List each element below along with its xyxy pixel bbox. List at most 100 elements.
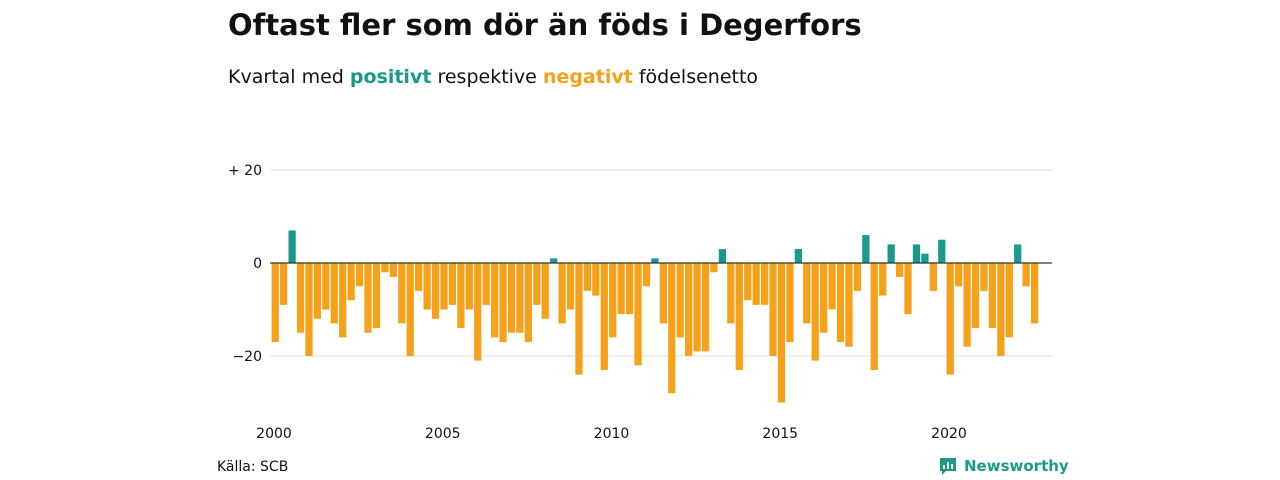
bar	[364, 263, 372, 333]
bar	[271, 263, 279, 343]
bar	[744, 263, 752, 301]
bar	[507, 263, 516, 333]
y-axis-labels: + 20 0 −20	[228, 163, 262, 365]
bar	[322, 263, 330, 310]
bar	[617, 263, 625, 315]
bar	[625, 263, 634, 315]
bar	[474, 263, 482, 361]
bar	[381, 263, 389, 273]
bar	[440, 263, 448, 310]
bar	[718, 249, 727, 263]
chart-subtitle: Kvartal med positivt respektive negativt…	[228, 66, 758, 88]
bar	[676, 263, 684, 338]
bar	[777, 263, 786, 403]
subtitle-text-3: födelsenetto	[632, 66, 759, 88]
chart-title: Oftast fler som dör än föds i Degerfors	[228, 8, 862, 42]
bar	[465, 263, 473, 310]
bar	[288, 230, 296, 263]
bar	[339, 263, 347, 338]
bar	[685, 263, 693, 356]
bar	[693, 263, 701, 352]
bar	[296, 263, 305, 333]
bar	[710, 263, 718, 273]
bar	[566, 263, 575, 310]
subtitle-text-1: Kvartal med	[228, 66, 350, 88]
bar	[406, 263, 414, 356]
gridlines	[270, 169, 1052, 357]
bar	[971, 263, 980, 329]
subtitle-positive-label: positivt	[349, 66, 432, 88]
bar	[803, 263, 811, 324]
bar	[668, 263, 676, 394]
bar	[887, 244, 895, 263]
y-tick-label: + 20	[228, 163, 262, 179]
bar	[828, 263, 836, 310]
bar	[955, 263, 963, 287]
bar	[642, 263, 651, 287]
bar	[490, 263, 499, 338]
bar	[634, 263, 642, 366]
bar	[423, 263, 431, 310]
bar	[313, 263, 322, 319]
newsworthy-icon	[940, 458, 956, 475]
x-tick-label: 2010	[594, 426, 630, 442]
bar	[963, 263, 971, 347]
bar	[870, 263, 878, 370]
bar	[811, 263, 819, 361]
bar	[879, 263, 887, 296]
bar	[1005, 263, 1013, 338]
bar	[651, 258, 659, 263]
bar	[929, 263, 937, 291]
bar	[575, 263, 583, 375]
bar	[499, 263, 507, 343]
bar	[609, 263, 617, 338]
bar	[550, 258, 558, 263]
bar	[904, 263, 912, 315]
x-tick-label: 2015	[762, 426, 798, 442]
bar	[752, 263, 760, 305]
bar	[516, 263, 524, 333]
bar	[1030, 263, 1039, 324]
bar	[845, 263, 853, 347]
bar	[701, 263, 710, 352]
bar	[659, 263, 667, 324]
x-axis-labels: 2000 2005 2010 2015 2020	[256, 426, 967, 442]
bars	[271, 230, 1039, 403]
bar	[398, 263, 406, 324]
y-tick-label: −20	[232, 349, 262, 365]
bar	[727, 263, 735, 324]
bar	[938, 239, 946, 263]
x-tick-label: 2005	[425, 426, 461, 442]
bar	[862, 235, 870, 263]
bar	[794, 249, 802, 263]
bar	[280, 263, 288, 305]
bar	[541, 263, 549, 319]
y-tick-label: 0	[253, 256, 262, 272]
x-tick-label: 2000	[256, 426, 292, 442]
bar	[997, 263, 1005, 356]
bar	[533, 263, 541, 305]
bar	[482, 263, 490, 305]
bar	[946, 263, 954, 375]
bar	[921, 253, 929, 263]
bar	[820, 263, 828, 333]
bar	[347, 263, 355, 301]
brand-name: Newsworthy	[964, 457, 1069, 475]
bar	[389, 263, 397, 277]
bar	[786, 263, 794, 343]
bar	[760, 263, 769, 305]
bar	[988, 263, 997, 329]
bar	[853, 263, 862, 291]
subtitle-negative-label: negativt	[542, 66, 633, 88]
bar	[1014, 244, 1022, 263]
bar	[524, 263, 532, 343]
bar	[415, 263, 423, 291]
subtitle-text-2: respektive	[431, 66, 543, 88]
bar	[1022, 263, 1030, 287]
bar	[592, 263, 600, 296]
bar	[912, 244, 921, 263]
bar	[769, 263, 777, 356]
brand-logo: Newsworthy	[938, 456, 1069, 476]
bar	[355, 263, 364, 287]
